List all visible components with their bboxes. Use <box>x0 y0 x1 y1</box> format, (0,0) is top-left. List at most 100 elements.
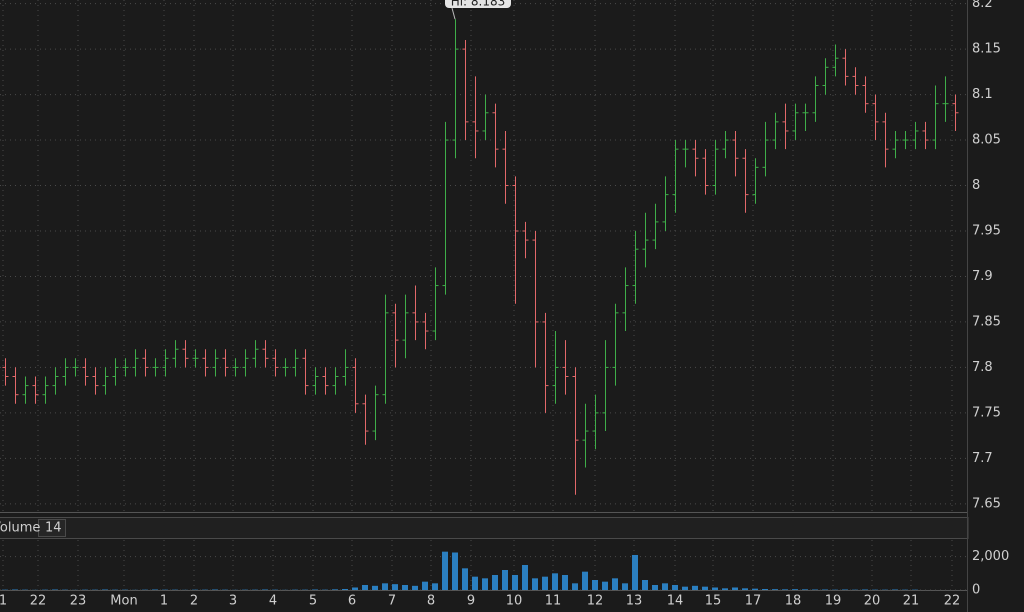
volume-bar <box>672 585 678 590</box>
annotation-leader <box>451 7 456 20</box>
x-tick-label: 3 <box>229 594 237 609</box>
x-tick-label: 7 <box>388 594 396 609</box>
volume-bar <box>362 585 368 590</box>
x-tick-label: 15 <box>705 594 722 609</box>
volume-bar <box>482 578 488 590</box>
volume-bar <box>12 589 18 590</box>
y-tick-label: 8.15 <box>972 42 1001 57</box>
volume-bar <box>632 555 638 590</box>
x-tick-label: 2 <box>190 594 198 609</box>
volume-bar <box>822 589 828 590</box>
x-tick-label: 14 <box>667 594 684 609</box>
annotation: Hi: 8.183 <box>451 0 506 9</box>
x-tick-label: 22 <box>30 594 47 609</box>
volume-bar <box>342 589 348 590</box>
volume-bar <box>262 589 268 590</box>
y-tick-label: 7.75 <box>972 405 1001 420</box>
volume-bar <box>712 587 718 590</box>
volume-bar <box>532 578 538 590</box>
volume-bar <box>762 589 768 590</box>
x-tick-label: 1 <box>0 594 7 609</box>
y-tick-label: 7.85 <box>972 314 1001 329</box>
volume-bar <box>542 576 548 590</box>
x-tick-label: 8 <box>427 594 435 609</box>
y-tick-label: 8 <box>972 178 980 193</box>
y-tick-label: 7.8 <box>972 360 993 375</box>
x-tick-label: 1 <box>160 594 168 609</box>
volume-bar <box>462 568 468 590</box>
x-tick-label: 23 <box>70 594 87 609</box>
volume-bar <box>662 583 668 590</box>
volume-bar <box>892 589 898 590</box>
y-tick-label: 7.9 <box>972 269 993 284</box>
volume-bar <box>102 589 108 590</box>
volume-bar <box>372 585 378 590</box>
volume-bar <box>442 551 448 590</box>
y-tick-label: 7.95 <box>972 223 1001 238</box>
volume-bar <box>612 578 618 590</box>
volume-bar <box>472 576 478 590</box>
y-tick-label: 8.1 <box>972 87 993 102</box>
volume-tick-label: 0 <box>972 583 980 598</box>
volume-bar <box>452 552 458 590</box>
x-tick-label: 11 <box>545 594 562 609</box>
x-tick-label: 17 <box>745 594 762 609</box>
annotation-box <box>445 0 511 8</box>
volume-bar <box>432 583 438 590</box>
volume-bar <box>592 580 598 590</box>
volume-bar <box>682 586 688 590</box>
volume-bar <box>782 589 788 590</box>
y-tick-label: 7.7 <box>972 451 993 466</box>
x-tick-label: 4 <box>269 594 277 609</box>
volume-bar <box>392 584 398 590</box>
volume-bar <box>312 589 318 590</box>
x-tick-label: 12 <box>587 594 604 609</box>
x-tick-label: 20 <box>864 594 881 609</box>
volume-bar <box>792 589 798 590</box>
x-tick-label: 6 <box>348 594 356 609</box>
volume-bar <box>862 589 868 590</box>
volume-bar <box>152 589 158 590</box>
volume-bar <box>842 589 848 590</box>
volume-bar <box>772 589 778 590</box>
volume-bar <box>642 580 648 590</box>
y-tick-label: 8.05 <box>972 133 1001 148</box>
volume-bar <box>522 565 528 590</box>
volume-bar <box>732 587 738 590</box>
volume-bar <box>622 583 628 590</box>
volume-bar <box>582 571 588 590</box>
volume-bar <box>722 588 728 590</box>
volume-bar <box>552 573 558 590</box>
x-tick-label: Mon <box>110 594 137 609</box>
x-tick-label: 19 <box>825 594 842 609</box>
x-tick-label: 18 <box>785 594 802 609</box>
volume-bar <box>802 589 808 590</box>
volume-bar <box>332 589 338 590</box>
volume-bar <box>812 589 818 590</box>
volume-bar <box>352 587 358 590</box>
volume-bar <box>52 589 58 590</box>
x-tick-label: 5 <box>309 594 317 609</box>
volume-bar <box>602 581 608 590</box>
volume-bar <box>422 581 428 590</box>
x-tick-label: 10 <box>506 594 523 609</box>
volume-title: Volume <box>0 521 40 536</box>
volume-bar <box>382 583 388 590</box>
volume-period: 14 <box>45 521 62 536</box>
volume-header <box>0 517 969 539</box>
volume-bar <box>702 586 708 590</box>
volume-bar <box>572 583 578 590</box>
volume-bar <box>652 585 658 590</box>
volume-bar <box>692 585 698 590</box>
x-tick-label: 13 <box>626 594 643 609</box>
x-tick-label: 22 <box>944 594 961 609</box>
x-tick-label: 21 <box>903 594 920 609</box>
volume-tick-label: 2,000 <box>972 549 1009 564</box>
volume-bar <box>502 570 508 590</box>
volume-bar <box>412 585 418 590</box>
period-box <box>38 519 66 537</box>
volume-bar <box>212 589 218 590</box>
